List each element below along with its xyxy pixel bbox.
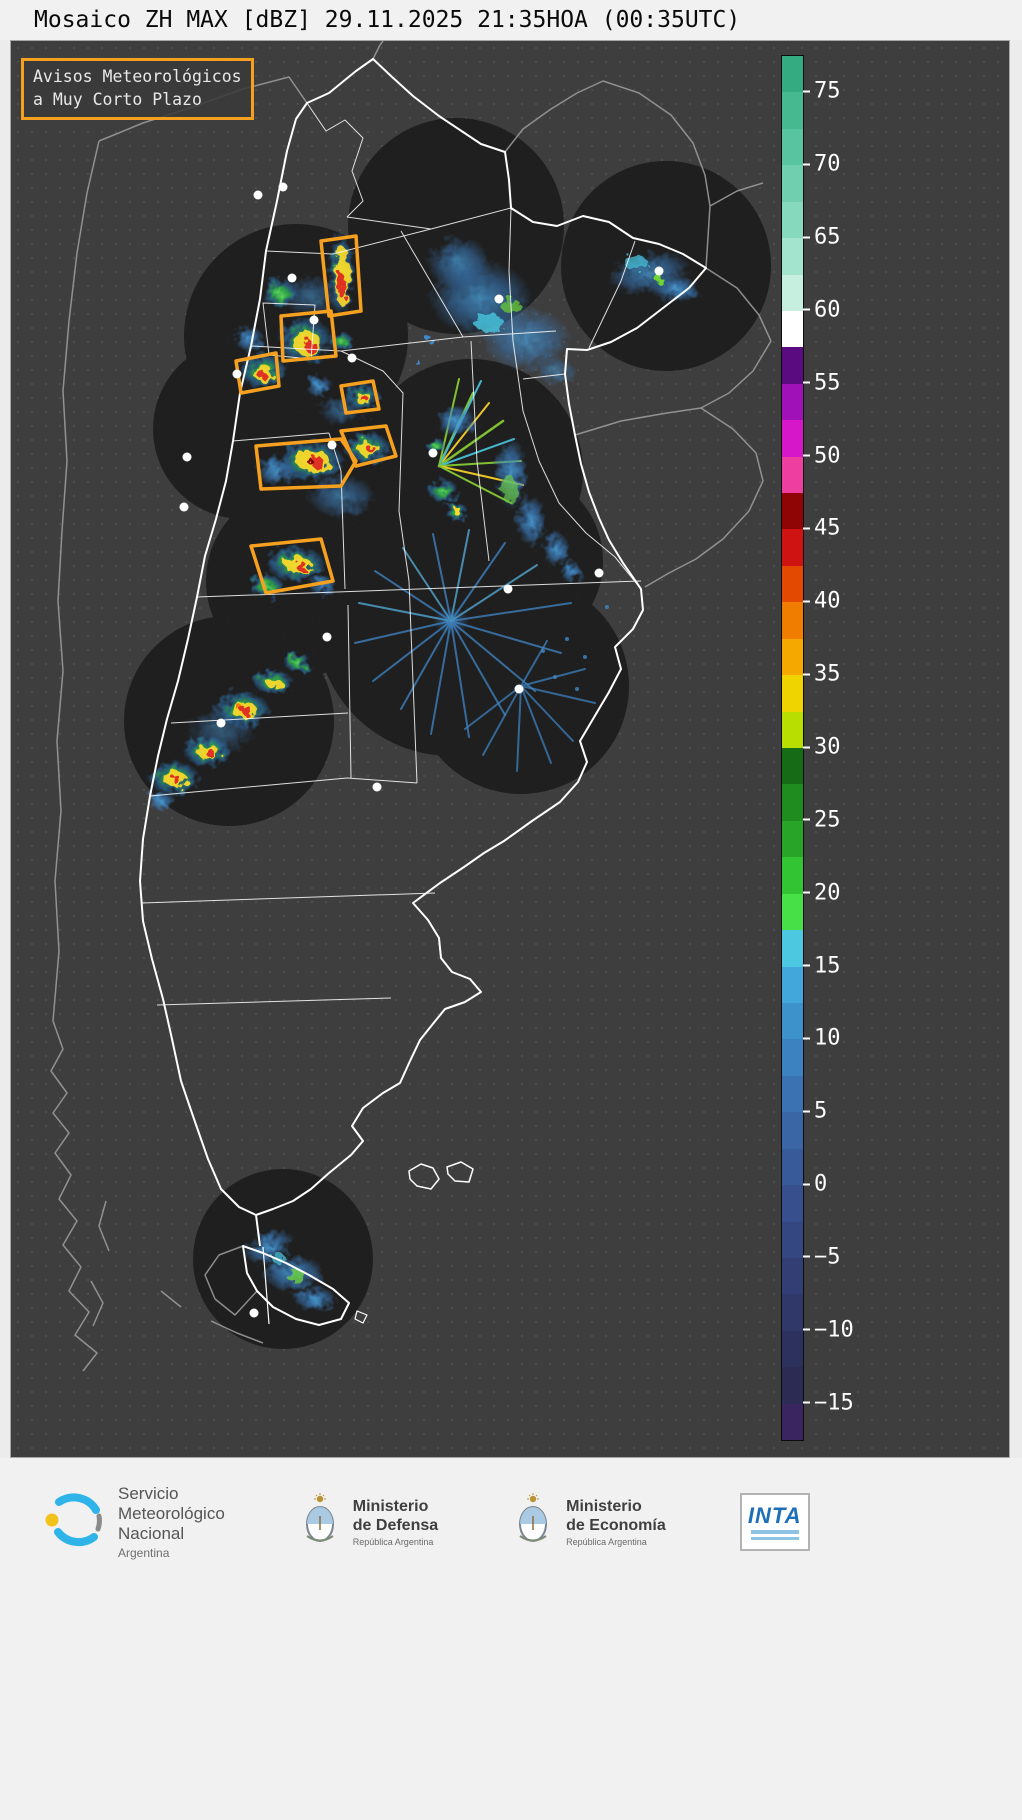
colorbar-segment <box>782 602 803 639</box>
colorbar-segment <box>782 1002 803 1040</box>
smn-icon <box>44 1489 106 1555</box>
smn-line-1: Servicio <box>118 1484 179 1503</box>
ministerio-defensa-logo: Ministerio de Defensa República Argentin… <box>299 1492 438 1552</box>
warning-line-1: Avisos Meteorológicos <box>33 67 242 86</box>
inta-box: INTA <box>739 1493 810 1552</box>
defensa-line-2: de Defensa <box>352 1517 439 1535</box>
colorbar-tick-label: 10 <box>803 1025 841 1051</box>
colorbar-tick-label: 50 <box>803 443 841 469</box>
colorbar-tick-label: 25 <box>803 807 841 833</box>
colorbar-segment <box>782 820 803 858</box>
colorbar-segment <box>782 1148 803 1186</box>
inta-logo: INTA <box>739 1493 810 1552</box>
coat-of-arms-icon <box>299 1492 341 1552</box>
footer-logos: Servicio Meteorológico Nacional Argentin… <box>0 1458 1022 1560</box>
colorbar-tick-label: 70 <box>803 151 841 177</box>
page-title: Mosaico ZH MAX [dBZ] 29.11.2025 21:35HOA… <box>34 7 741 33</box>
colorbar-segment <box>782 675 803 712</box>
neighbor-borders <box>50 41 772 1372</box>
colorbar-segment <box>782 201 803 239</box>
colorbar-tick-label: 65 <box>803 224 841 250</box>
economia-sub: República Argentina <box>566 1537 647 1548</box>
colorbar-tick-label: 0 <box>802 1171 828 1197</box>
argentina-outline <box>139 58 707 1326</box>
colorbar-segment <box>782 493 803 530</box>
colorbar-segment <box>782 347 803 384</box>
colorbar-tick-label: 20 <box>803 880 841 906</box>
colorbar-segment <box>782 857 803 894</box>
province-borders <box>141 102 642 1006</box>
warning-badge: Avisos Meteorológicos a Muy Corto Plazo <box>21 58 254 121</box>
coat-of-arms-icon <box>512 1492 554 1552</box>
colorbar-segment <box>782 1330 803 1368</box>
colorbar-segment <box>782 92 803 129</box>
inta-label: INTA <box>747 1502 802 1528</box>
colorbar-tick-label: 35 <box>803 661 841 687</box>
colorbar-tick-label: −15 <box>803 1390 854 1416</box>
colorbar-segment <box>782 1294 803 1331</box>
title-bar: Mosaico ZH MAX [dBZ] 29.11.2025 21:35HOA… <box>0 0 1022 40</box>
colorbar-segment <box>782 420 803 457</box>
colorbar-segment <box>782 1039 803 1076</box>
colorbar-segment <box>782 1221 803 1258</box>
colorbar-segment <box>782 274 803 311</box>
colorbar-segment <box>782 128 803 166</box>
economia-line-1: Ministerio <box>566 1497 642 1515</box>
colorbar-segment <box>782 784 803 821</box>
ministerio-economia-text: Ministerio de Economía República Argenti… <box>566 1497 666 1547</box>
smn-line-2: Meteorológico <box>118 1504 225 1524</box>
colorbar-tick-label: 15 <box>803 953 841 979</box>
colorbar-tick-label: 55 <box>803 370 841 396</box>
inta-stripe <box>750 1529 799 1534</box>
colorbar-tick-label: 75 <box>803 78 841 104</box>
colorbar-segment <box>782 1075 803 1113</box>
defensa-line-1: Ministerio <box>352 1497 429 1515</box>
economia-line-2: de Economía <box>566 1517 666 1535</box>
ministerio-defensa-text: Ministerio de Defensa República Argentin… <box>353 1497 438 1547</box>
colorbar-segment <box>782 748 803 785</box>
colorbar-segment <box>782 1257 803 1295</box>
warning-polygons <box>234 234 398 595</box>
footer: Servicio Meteorológico Nacional Argentin… <box>0 1458 1022 1820</box>
colorbar-segment <box>782 529 803 566</box>
colorbar-segment <box>782 310 803 348</box>
colorbar-segment <box>782 456 803 494</box>
colorbar-segment <box>782 383 803 421</box>
colorbar-segment <box>782 893 803 931</box>
colorbar-segment <box>782 638 803 676</box>
colorbar-segment <box>782 238 803 275</box>
colorbar-tick-label: 40 <box>803 588 841 614</box>
colorbar-segment <box>782 966 803 1003</box>
inta-stripe <box>750 1536 799 1540</box>
colorbar-segment <box>782 711 803 749</box>
defensa-sub: República Argentina <box>352 1537 434 1548</box>
smn-text: Servicio Meteorológico Nacional Argentin… <box>118 1484 225 1560</box>
colorbar-tick-label: −10 <box>803 1317 854 1343</box>
colorbar-tick-label: 30 <box>803 734 841 760</box>
colorbar-segment <box>782 1367 803 1404</box>
colorbar-segment <box>782 930 803 967</box>
colorbar-segment <box>782 165 803 202</box>
colorbar-segment <box>782 1403 803 1441</box>
smn-line-3: Nacional <box>118 1524 185 1544</box>
colorbar-tick-label: 45 <box>803 515 841 541</box>
radar-map-panel: Avisos Meteorológicos a Muy Corto Plazo <box>10 40 1010 1458</box>
colorbar-segment <box>782 565 803 603</box>
ministerio-economia-logo: Ministerio de Economía República Argenti… <box>512 1492 666 1552</box>
radar-map <box>50 41 772 1372</box>
colorbar: 75 70 65 60 55 50 45 40 35 30 25 20 15 10 5 0 −5 −10 −15 <box>781 55 1006 1441</box>
colorbar-segment <box>782 1112 803 1149</box>
colorbar-segment <box>782 56 803 93</box>
colorbar-tick-label: 60 <box>803 297 841 323</box>
colorbar-scale <box>781 55 804 1441</box>
radar-site-markers <box>179 182 664 1318</box>
colorbar-tick-label: −5 <box>803 1244 841 1270</box>
warning-line-2: a Muy Corto Plazo <box>33 90 202 110</box>
colorbar-segment <box>782 1185 803 1222</box>
colorbar-tick-label: 5 <box>802 1098 828 1124</box>
smn-line-4: Argentina <box>118 1546 170 1561</box>
smn-logo: Servicio Meteorológico Nacional Argentin… <box>44 1484 225 1560</box>
